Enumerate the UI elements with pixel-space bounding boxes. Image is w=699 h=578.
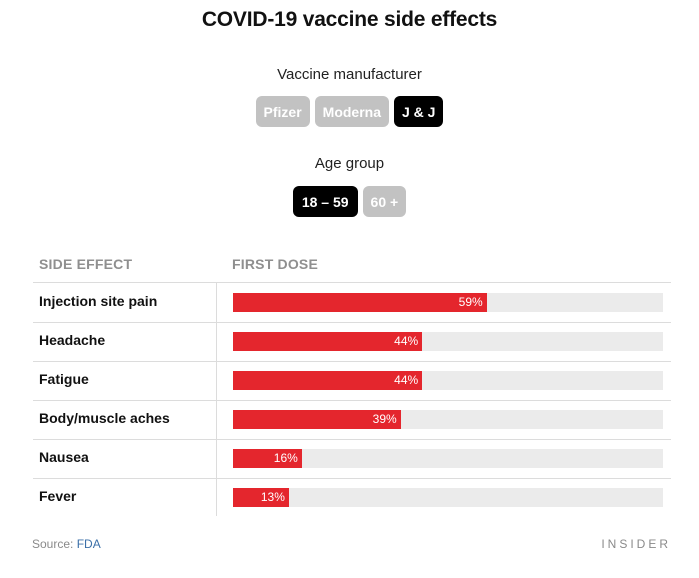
pfizer-button[interactable]: Pfizer xyxy=(255,96,310,127)
side-effect-label: Injection site pain xyxy=(39,293,158,309)
side-effect-label: Fatigue xyxy=(39,371,89,387)
table-row: Injection site pain 59% xyxy=(33,283,671,323)
source-label: Source: xyxy=(32,537,77,551)
header-divider xyxy=(33,282,671,283)
side-effect-column-header: SIDE EFFECT xyxy=(39,256,133,272)
manufacturer-label: Vaccine manufacturer xyxy=(277,66,422,83)
age-18-59-button[interactable]: 18 – 59 xyxy=(292,186,358,217)
source-note: Source: FDA xyxy=(32,537,101,551)
bar: 16% xyxy=(233,449,302,468)
table-row: Fever 13% xyxy=(33,478,671,517)
bar-value-label: 59% xyxy=(458,295,483,309)
bar-track: 39% xyxy=(233,410,663,429)
bar-value-label: 44% xyxy=(394,373,419,387)
age-group-selector: 18 – 59 60 + xyxy=(0,186,699,217)
age-group-label: Age group xyxy=(314,155,385,172)
bar: 44% xyxy=(233,371,423,390)
first-dose-column-header: FIRST DOSE xyxy=(232,256,319,272)
source-link[interactable]: FDA xyxy=(76,537,101,551)
bar: 39% xyxy=(233,410,401,429)
table-row: Fatigue 44% xyxy=(33,361,671,401)
bar: 44% xyxy=(233,332,423,351)
side-effect-label: Body/muscle aches xyxy=(39,410,170,426)
bar-track: 44% xyxy=(233,332,663,351)
bar: 59% xyxy=(233,293,487,312)
insider-logo: INSIDER xyxy=(601,537,671,551)
bar-value-label: 13% xyxy=(260,490,285,504)
bar-value-label: 16% xyxy=(273,451,298,465)
bar-value-label: 44% xyxy=(394,334,419,348)
jnj-button[interactable]: J & J xyxy=(394,96,444,127)
age-60-plus-button[interactable]: 60 + xyxy=(362,186,407,217)
table-row: Body/muscle aches 39% xyxy=(33,400,671,440)
column-divider xyxy=(216,283,217,516)
moderna-button[interactable]: Moderna xyxy=(314,96,389,127)
bar-track: 44% xyxy=(233,371,663,390)
bar: 13% xyxy=(233,488,289,507)
side-effect-label: Headache xyxy=(39,332,106,348)
bar-track: 13% xyxy=(233,488,663,507)
side-effect-label: Fever xyxy=(39,488,77,504)
manufacturer-selector: Pfizer Moderna J & J xyxy=(0,96,699,127)
side-effect-label: Nausea xyxy=(39,449,89,465)
bar-track: 16% xyxy=(233,449,663,468)
table-row: Nausea 16% xyxy=(33,439,671,479)
bar-track: 59% xyxy=(233,293,663,312)
table-row: Headache 44% xyxy=(33,322,671,362)
bar-value-label: 39% xyxy=(372,412,397,426)
chart-title: COVID-19 vaccine side effects xyxy=(201,8,498,31)
